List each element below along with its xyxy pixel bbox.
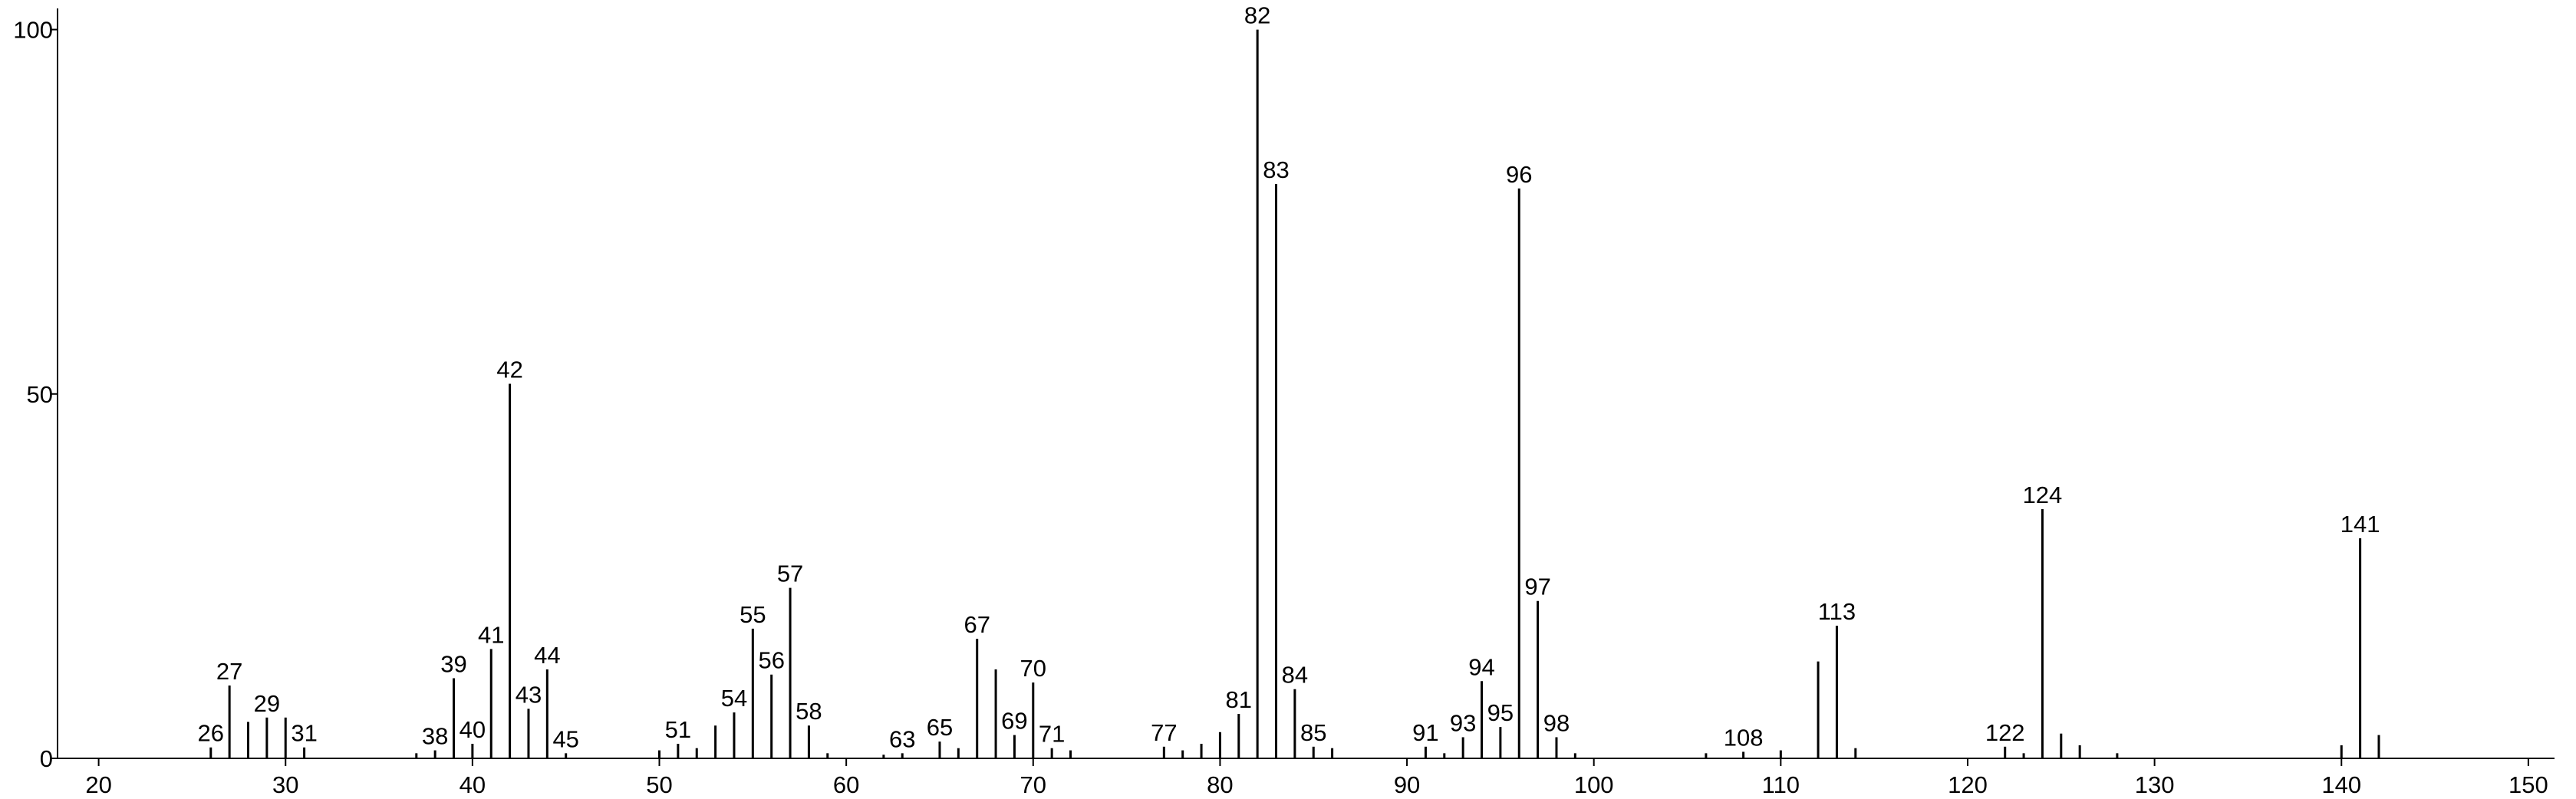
peak-label: 63 [889, 725, 915, 752]
y-tick-label: 100 [13, 17, 53, 44]
peak-label: 31 [291, 720, 317, 747]
peak-label: 108 [1724, 724, 1764, 751]
x-tick-label: 60 [833, 771, 859, 798]
peak-label: 51 [665, 716, 691, 743]
peak-label: 43 [516, 681, 542, 708]
x-tick-label: 30 [272, 771, 298, 798]
peak-label: 54 [721, 685, 747, 712]
peak-label: 124 [2023, 482, 2063, 508]
x-tick-label: 40 [460, 771, 486, 798]
peak-label: 29 [254, 690, 280, 717]
peak-label: 141 [2340, 511, 2380, 538]
peak-label: 70 [1020, 655, 1046, 682]
peak-label: 56 [758, 647, 784, 674]
x-tick-label: 90 [1394, 771, 1420, 798]
peak-label: 45 [552, 725, 578, 752]
y-tick-label: 0 [40, 745, 53, 772]
peak-label: 67 [964, 611, 990, 638]
peak-label: 26 [198, 720, 224, 747]
peak-label: 69 [1001, 708, 1027, 735]
peak-label: 58 [796, 698, 822, 725]
peak-label: 40 [460, 716, 486, 743]
peak-label: 96 [1506, 161, 1532, 188]
peak-label: 57 [777, 561, 803, 587]
peak-label: 97 [1524, 574, 1550, 600]
peak-label: 113 [1818, 598, 1856, 625]
peak-label: 122 [1985, 719, 2025, 746]
peak-label: 81 [1226, 686, 1252, 713]
x-tick-label: 140 [2321, 771, 2361, 798]
peak-label: 85 [1300, 719, 1326, 746]
x-tick-label: 120 [1948, 771, 1988, 798]
peak-label: 65 [927, 714, 953, 741]
x-tick-label: 150 [2508, 771, 2548, 798]
x-tick-label: 100 [1574, 771, 1614, 798]
x-tick-label: 80 [1207, 771, 1233, 798]
peak-label: 83 [1263, 156, 1289, 183]
peak-label: 94 [1468, 653, 1494, 680]
peak-label: 39 [440, 650, 466, 677]
peak-label: 41 [478, 621, 504, 648]
x-tick-label: 70 [1020, 771, 1046, 798]
x-tick-label: 130 [2135, 771, 2175, 798]
x-tick-label: 50 [646, 771, 672, 798]
peak-label: 42 [496, 356, 522, 383]
peak-label: 77 [1151, 719, 1177, 746]
peak-label: 84 [1282, 662, 1308, 689]
peak-label: 44 [534, 642, 560, 669]
peak-label: 93 [1450, 709, 1476, 736]
peak-label: 27 [216, 658, 242, 685]
x-tick-label: 110 [1762, 771, 1800, 798]
peak-label: 91 [1412, 719, 1438, 746]
peak-label: 98 [1543, 709, 1570, 736]
peak-label: 38 [422, 723, 448, 750]
peak-label: 71 [1039, 721, 1065, 748]
peak-label: 95 [1487, 699, 1514, 726]
y-tick-label: 50 [27, 381, 53, 408]
peak-label: 82 [1244, 2, 1270, 29]
peak-label: 55 [740, 601, 766, 628]
x-tick-label: 20 [85, 771, 111, 798]
